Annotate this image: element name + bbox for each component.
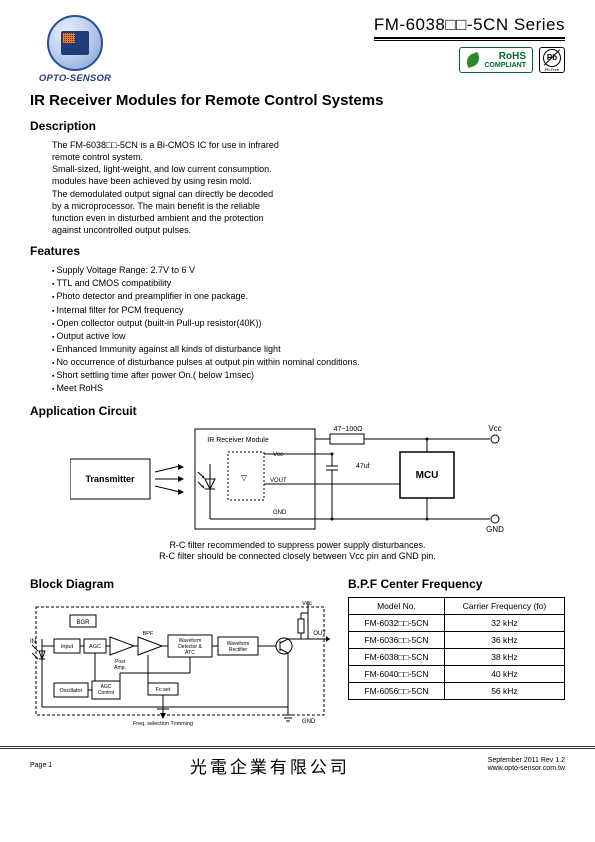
col-model: Model No. [349,597,445,614]
model-cell: FM-6056□□-5CN [349,682,445,699]
description-line: remote control system. [52,151,565,163]
company-name-cn: 光電企業有限公司 [190,753,350,778]
bpf-heading: B.P.F Center Frequency [348,577,565,591]
leaf-icon [465,52,482,68]
pbfree-badge: Pb Pb-Free [539,47,565,73]
svg-text:◁: ◁ [239,474,248,481]
vcc-terminal: Vcc [488,424,501,433]
model-cell: FM-6032□□-5CN [349,614,445,631]
header: OPTO-SENSOR FM-6038□□-5CN Series RoHS CO… [30,15,565,84]
table-row: FM-6036□□-5CN36 kHz [349,631,565,648]
vout-pin: VOUT [270,478,287,484]
description-line: function even in disturbed ambient and t… [52,212,565,224]
svg-text:IN: IN [30,639,36,645]
svg-text:Vcc: Vcc [302,601,312,607]
bpf-frequency-table: Model No. Carrier Frequency (fo) FM-6032… [348,597,565,700]
svg-text:Rectifier: Rectifier [229,647,248,653]
description-line: by a microprocessor. The main benefit is… [52,200,565,212]
series-title: FM-6038□□-5CN Series [374,15,565,35]
description-line: modules have been achieved by using resi… [52,175,565,187]
description-body: The FM-6038□□-5CN is a Bi-CMOS IC for us… [30,139,565,236]
pb-sub: Pb-Free [545,67,559,72]
feature-item: Open collector output (built-in Pull-up … [52,317,565,330]
freq-cell: 38 kHz [444,648,564,665]
mcu-label: MCU [416,470,439,481]
feature-item: Enhanced Immunity against all kinds of d… [52,343,565,356]
svg-text:AGC: AGC [89,644,101,650]
svg-text:Control: Control [98,690,114,696]
logo-text: OPTO-SENSOR [39,73,111,84]
resistor-value: 47~100Ω [334,426,363,433]
ir-module-label: IR Receiver Module [207,437,269,444]
svg-text:Fc set: Fc set [156,687,171,693]
svg-text:BGR: BGR [76,620,90,626]
date-revision: September 2011 Rev 1.2 [488,757,565,765]
page-number: Page 1 [30,762,52,769]
feature-item: TTL and CMOS compatibility [52,277,565,290]
svg-text:ATC: ATC [185,650,195,656]
table-row: FM-6056□□-5CN56 kHz [349,682,565,699]
gnd-pin: GND [273,510,287,516]
block-diagram-heading: Block Diagram [30,577,330,591]
table-row: FM-6040□□-5CN40 kHz [349,665,565,682]
svg-text:BPF: BPF [143,631,154,637]
feature-item: No occurrence of disturbance pulses at o… [52,356,565,369]
circuit-note: R-C filter recommended to suppress power… [30,540,565,563]
svg-text:Freq. selection Trimming: Freq. selection Trimming [133,721,193,726]
compliance-badges: RoHS COMPLIANT Pb Pb-Free [374,47,565,73]
vcc-pin: Vcc [273,452,283,458]
description-line: Small-sized, light-weight, and low curre… [52,163,565,175]
logo-icon [47,15,103,71]
table-row: FM-6032□□-5CN32 kHz [349,614,565,631]
model-cell: FM-6038□□-5CN [349,648,445,665]
feature-item: Output active low [52,330,565,343]
svg-text:GND: GND [302,719,316,725]
svg-text:Input: Input [61,644,74,650]
table-row: FM-6038□□-5CN38 kHz [349,648,565,665]
footer: Page 1 光電企業有限公司 September 2011 Rev 1.2 w… [0,749,595,778]
feature-item: Photo detector and preamplifier in one p… [52,290,565,303]
model-cell: FM-6036□□-5CN [349,631,445,648]
website-url: www.opto-sensor.com.tw [488,765,565,773]
rohs-badge: RoHS COMPLIANT [459,47,533,73]
feature-item: Short settling time after power On.( bel… [52,369,565,382]
pb-icon: Pb [543,49,561,67]
freq-cell: 56 kHz [444,682,564,699]
feature-item: Supply Voltage Range: 2.7V to 6 V [52,264,565,277]
rohs-text: RoHS [484,52,526,62]
svg-text:Amp.: Amp. [114,665,126,671]
page-title: IR Receiver Modules for Remote Control S… [30,92,565,109]
rohs-sub: COMPLIANT [484,62,526,69]
application-circuit-diagram: Transmitter IR Receiver Module ◁ Vcc VOU… [70,424,565,536]
block-diagram: Vcc BGR IN Input AGC [30,601,330,726]
header-rule [374,37,565,41]
application-heading: Application Circuit [30,404,565,418]
svg-text:Oscillator: Oscillator [60,688,83,694]
freq-cell: 32 kHz [444,614,564,631]
features-heading: Features [30,244,565,258]
cap-value: 47uf [356,463,370,470]
svg-text:OUT: OUT [313,631,326,637]
description-line: The FM-6038□□-5CN is a Bi-CMOS IC for us… [52,139,565,151]
feature-item: Internal filter for PCM frequency [52,304,565,317]
feature-item: Meet RoHS [52,382,565,395]
description-heading: Description [30,119,565,133]
logo-block: OPTO-SENSOR [30,15,120,84]
freq-cell: 40 kHz [444,665,564,682]
model-cell: FM-6040□□-5CN [349,665,445,682]
features-list: Supply Voltage Range: 2.7V to 6 VTTL and… [30,264,565,395]
freq-cell: 36 kHz [444,631,564,648]
col-freq: Carrier Frequency (fo) [444,597,564,614]
description-line: The demodulated output signal can direct… [52,188,565,200]
gnd-terminal: GND [486,525,504,534]
description-line: against uncontrolled output pulses. [52,224,565,236]
transmitter-label: Transmitter [85,474,135,484]
